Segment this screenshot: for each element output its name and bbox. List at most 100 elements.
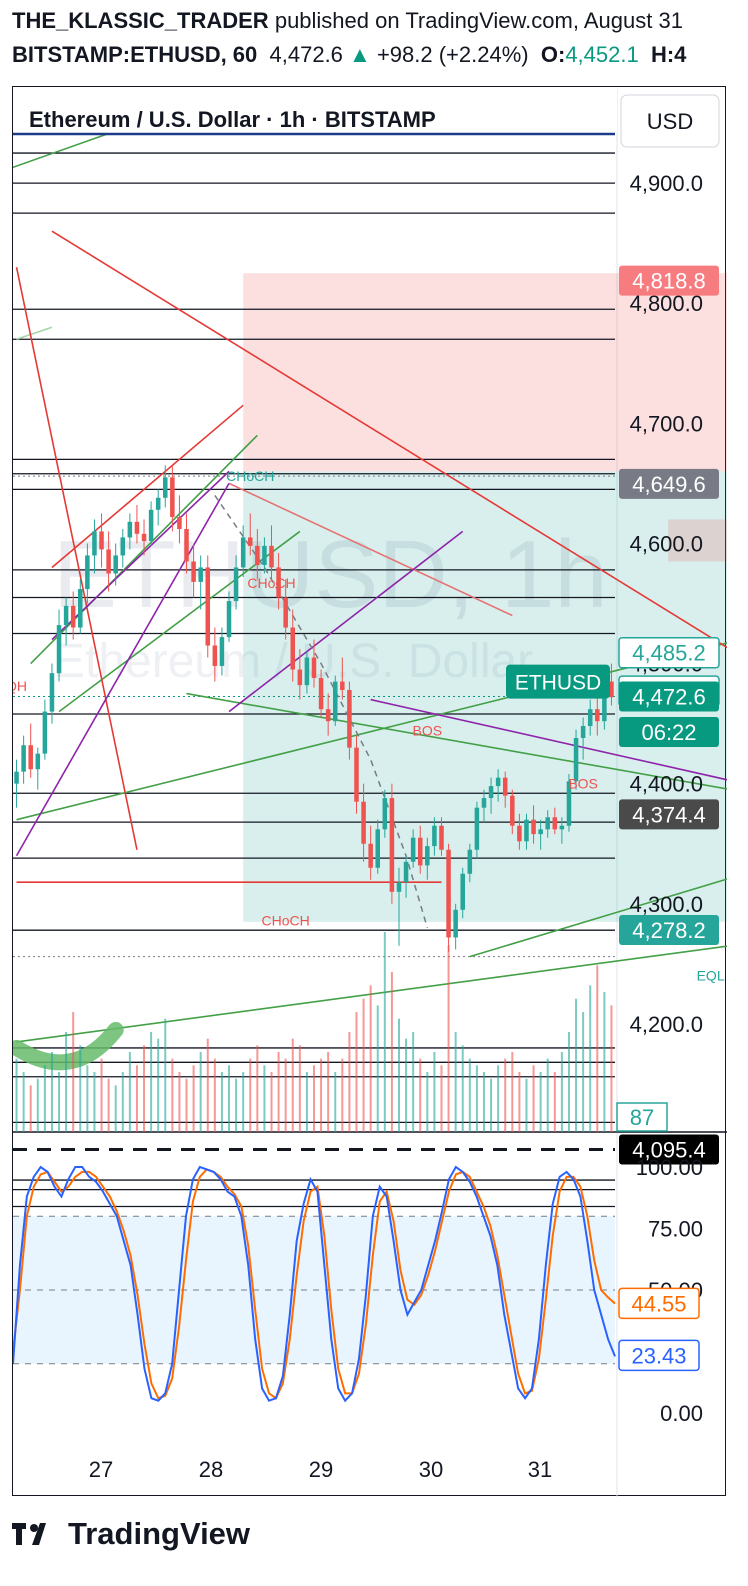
candle-30 — [226, 591, 232, 642]
price-tick-2: 4,400.0 — [630, 772, 703, 797]
volume-bar-15 — [121, 1072, 124, 1132]
volume-bar-50 — [369, 985, 372, 1132]
candle-10 — [85, 543, 90, 604]
candle-body-58 — [425, 846, 430, 866]
chart-frame[interactable]: ETHUSD, 1h Ethereum / U.S. Dollar CHoCH CHo… — [12, 86, 727, 1497]
volume-bar-40 — [298, 1045, 301, 1132]
price-tick-4: 4,600.0 — [630, 531, 703, 556]
candle-body-24 — [184, 529, 189, 562]
volume-bar-81 — [589, 985, 592, 1132]
candle-body-16 — [127, 521, 133, 538]
candle-body-65 — [474, 807, 480, 850]
candle-39 — [290, 609, 296, 682]
volume-bar-41 — [305, 1072, 308, 1132]
price-change: +98.2 (+2.24%) — [376, 42, 529, 67]
candle-body-55 — [403, 861, 409, 883]
volume-bar-42 — [313, 1065, 315, 1132]
volume-bar-53 — [390, 972, 393, 1132]
volume-bar-84 — [610, 1005, 613, 1132]
trend-green-8 — [469, 878, 727, 958]
candle-46 — [340, 657, 345, 700]
candle-body-0 — [14, 771, 19, 784]
volume-bar-71 — [518, 1072, 521, 1132]
volume-bar-34 — [256, 1045, 259, 1132]
volume-bar-64 — [468, 1058, 471, 1132]
volume-bar-29 — [220, 1072, 223, 1132]
volume-bar-30 — [228, 1065, 231, 1132]
candle-75 — [545, 810, 550, 838]
candle-body-79 — [573, 738, 579, 782]
price-label-5: 06:22 — [641, 720, 696, 745]
candle-16 — [127, 513, 133, 550]
volume-bar-14 — [114, 1085, 117, 1132]
volume-bar-60 — [440, 1065, 443, 1132]
annotation-7: EQL — [697, 968, 725, 984]
volume-bar-59 — [433, 1052, 436, 1132]
candle-61 — [446, 843, 451, 952]
candle-body-84 — [609, 681, 614, 698]
trend-purple-3 — [228, 530, 464, 713]
volume-bar-18 — [143, 1045, 146, 1132]
candle-body-50 — [368, 843, 373, 868]
candle-68 — [495, 769, 501, 802]
volume-bar-49 — [362, 998, 365, 1132]
volume-bar-46 — [341, 1058, 344, 1132]
candle-body-29 — [219, 637, 225, 666]
candle-7 — [63, 597, 69, 646]
candle-body-17 — [134, 521, 140, 534]
candle-body-49 — [361, 801, 366, 844]
candle-body-52 — [382, 798, 388, 830]
volume-bar-74 — [539, 1072, 542, 1132]
candle-body-67 — [488, 786, 494, 799]
candle-body-22 — [170, 477, 175, 518]
volume-bar-79 — [575, 998, 578, 1132]
candle-body-74 — [538, 829, 543, 835]
candle-71 — [517, 813, 522, 850]
candle-55 — [403, 855, 409, 898]
volume-bar-43 — [320, 1058, 323, 1132]
trend-red-2 — [51, 404, 244, 569]
candle-body-59 — [432, 825, 437, 847]
candle-13 — [106, 531, 111, 592]
stoch-k-line — [13, 1165, 616, 1403]
candle-26 — [198, 555, 203, 610]
candle-19 — [148, 501, 154, 546]
candle-body-60 — [439, 825, 444, 850]
candle-31 — [233, 555, 239, 610]
volume-bar-38 — [284, 1058, 287, 1132]
candle-12 — [99, 513, 104, 568]
candle-2 — [28, 723, 33, 778]
candle-67 — [488, 777, 494, 814]
candle-24 — [184, 513, 189, 574]
volume-bar-3 — [36, 1078, 39, 1132]
trend-purple-4 — [370, 698, 727, 781]
volume-bar-13 — [107, 1078, 110, 1132]
price-label-1: 4,649.6 — [632, 472, 705, 497]
volume-bar-33 — [249, 1058, 252, 1132]
symbol-tag: ETHUSD — [515, 672, 601, 695]
candle-49 — [361, 783, 366, 862]
candle-body-51 — [375, 829, 381, 868]
candle-body-48 — [354, 747, 359, 802]
candle-53 — [389, 783, 395, 904]
candle-78 — [566, 774, 572, 832]
currency-button-label: USD — [647, 109, 693, 134]
price-label-2: 4,485.2 — [632, 641, 705, 666]
candle-76 — [552, 807, 558, 835]
author-name[interactable]: THE_KLASSIC_TRADER — [12, 8, 269, 33]
candle-body-46 — [340, 681, 345, 690]
candle-63 — [460, 867, 465, 919]
candle-34 — [255, 529, 260, 580]
volume-bar-10 — [86, 1065, 89, 1132]
candle-body-27 — [205, 567, 211, 646]
volume-bar-75 — [546, 1058, 549, 1132]
trend-green-2 — [16, 326, 53, 340]
time-tick-4: 31 — [528, 1457, 552, 1482]
volume-bar-62 — [454, 1032, 457, 1132]
symbol-interval: BITSTAMP:ETHUSD, 60 — [12, 42, 258, 67]
candle-18 — [141, 519, 147, 556]
tradingview-logo[interactable]: TradingView — [12, 1514, 250, 1554]
candle-body-11 — [92, 531, 97, 556]
candle-23 — [177, 495, 182, 544]
